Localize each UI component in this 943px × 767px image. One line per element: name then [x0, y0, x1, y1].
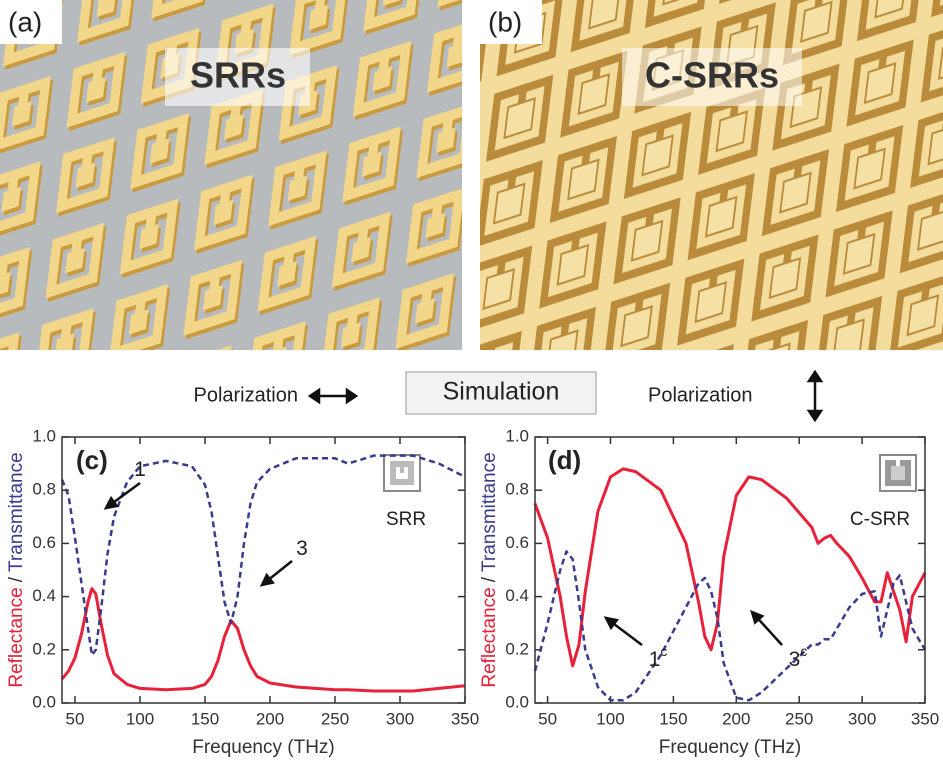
y-tick-label: 0.0 [505, 692, 529, 711]
inset-label: SRR [386, 509, 426, 530]
panel-label: (a) [8, 6, 42, 37]
y-tick-label: 0.2 [32, 639, 56, 658]
figure: (a) SRRs (b) C-SRRs Polarization Simulat… [0, 0, 943, 767]
x-tick-label: 350 [911, 709, 939, 728]
chart: 0.0 0.2 0.4 0.6 0.8 1.0 50 100 150 200 250 300 350 Fr… [479, 426, 939, 758]
x-axis-title: Frequency (THz) [659, 737, 802, 758]
srr-icon [384, 455, 420, 491]
x-tick-label: 100 [596, 709, 624, 728]
page: {"panels": {"a": {"label": "(a)", "title… [0, 0, 943, 767]
polarization-arrow [310, 390, 356, 402]
y-tick-label: 0.6 [32, 533, 56, 552]
x-tick-label: 100 [126, 709, 154, 728]
simulation-label: Simulation [443, 378, 560, 406]
annotation-superscript: c [800, 643, 807, 659]
annotation: 3 [296, 537, 308, 560]
x-tick-label: 150 [191, 709, 219, 728]
panel-label: (d) [548, 445, 581, 475]
polarization-arrow [809, 372, 821, 420]
inset-label: C-SRR [850, 509, 910, 530]
x-tick-label: 250 [785, 709, 813, 728]
y-tick-label: 0.6 [505, 533, 529, 552]
series-line [535, 469, 925, 666]
x-tick-label: 50 [66, 709, 85, 728]
annotation: 3c [789, 643, 808, 671]
x-tick-label: 200 [256, 709, 284, 728]
panel-b: (b) C-SRRs [480, 0, 943, 350]
annotation-superscript: c [660, 643, 667, 659]
x-tick-label: 200 [722, 709, 750, 728]
annotation-text: 1 [134, 458, 146, 481]
x-tick-label: 300 [848, 709, 876, 728]
y-axis-title-part: Transmittance [6, 452, 27, 572]
middle-row: Polarization Simulation Polarization [193, 372, 821, 420]
panel-label: (b) [488, 6, 522, 37]
y-axis-title: Reflectance / Transmittance [6, 452, 27, 687]
series-line [535, 551, 925, 700]
x-tick-label: 300 [386, 709, 414, 728]
panel-label: (c) [76, 445, 108, 475]
annotation-arrow [262, 561, 292, 585]
x-axis-title: Frequency (THz) [192, 737, 335, 758]
annotation-text: 1 [649, 648, 661, 671]
y-tick-label: 0.0 [32, 692, 56, 711]
x-tick-label: 50 [538, 709, 557, 728]
y-tick-label: 0.4 [505, 586, 529, 605]
annotation-arrow [752, 612, 782, 645]
csrr-icon [880, 455, 916, 491]
x-tick-label: 350 [451, 709, 479, 728]
y-tick-label: 0.8 [32, 480, 56, 499]
x-tick-label: 150 [659, 709, 687, 728]
y-axis-title-part: Reflectance [479, 587, 500, 687]
y-axis-title-part: / [479, 576, 500, 582]
annotation-text: 3 [789, 648, 801, 671]
y-axis-title-part: Transmittance [479, 452, 500, 572]
y-tick-label: 1.0 [32, 426, 56, 445]
y-axis-title-part: / [6, 576, 27, 582]
annotation-text: 3 [296, 537, 308, 560]
x-tick-label: 250 [321, 709, 349, 728]
y-tick-label: 0.4 [32, 586, 56, 605]
annotation: 1 [134, 458, 146, 481]
series-line [62, 589, 465, 691]
y-axis-title-part: Reflectance [6, 587, 27, 687]
panel-title: C-SRRs [645, 55, 779, 96]
polarization-label: Polarization [193, 384, 298, 406]
panel-title: SRRs [190, 55, 286, 96]
y-tick-label: 0.2 [505, 639, 529, 658]
plot-frame [535, 437, 925, 703]
y-tick-label: 1.0 [505, 426, 529, 445]
panel-a: (a) SRRs [0, 0, 462, 350]
y-axis-title: Reflectance / Transmittance [479, 452, 500, 687]
polarization-label: Polarization [648, 384, 753, 406]
y-tick-label: 0.8 [505, 480, 529, 499]
annotation-arrow [606, 618, 642, 645]
annotation: 1c [649, 643, 668, 671]
annotation-arrow [106, 483, 140, 508]
